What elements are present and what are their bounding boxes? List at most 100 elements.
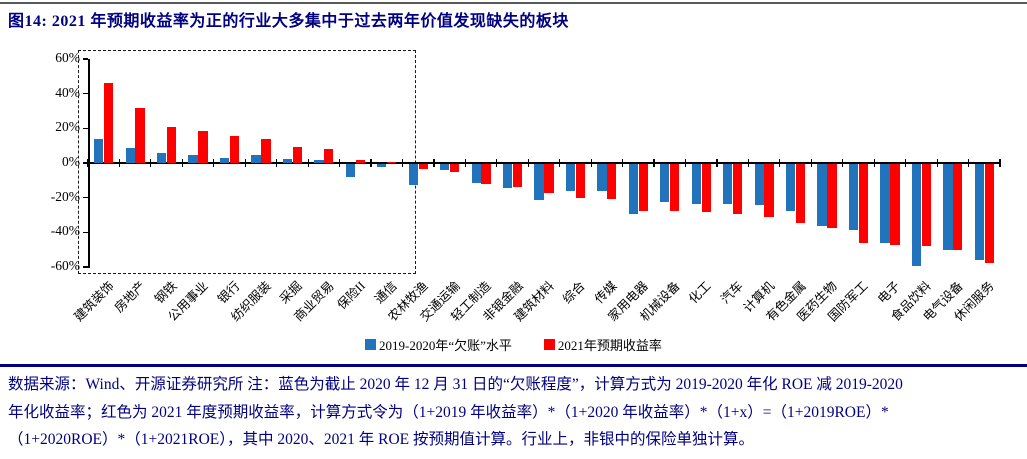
bar-red — [135, 107, 145, 163]
x-category-label: 化工 — [686, 278, 714, 307]
bar-red — [984, 163, 994, 263]
category-tick — [213, 159, 215, 167]
bar-blue — [817, 163, 827, 227]
category-tick — [276, 159, 278, 167]
bar-blue — [565, 163, 576, 192]
category-tick — [999, 159, 1001, 167]
bar-blue — [408, 163, 418, 186]
y-tick — [83, 127, 88, 130]
category-tick — [905, 159, 907, 167]
bar-blue — [534, 163, 544, 201]
bar-red — [418, 163, 428, 169]
y-tick-label: 20% — [55, 119, 80, 135]
bar-blue — [943, 163, 953, 251]
legend-item: 2021年预期收益率 — [543, 335, 662, 354]
footnote-line: （1+2020ROE）*（1+2021ROE），其中 2020、2021 年 R… — [8, 431, 754, 448]
category-tick — [307, 159, 309, 167]
footnote: 数据来源：Wind、开源证券研究所 注：蓝色为截止 2020 年 12 月 31… — [8, 371, 1021, 454]
bar-red — [858, 163, 869, 244]
y-tick — [83, 92, 88, 95]
category-tick — [559, 159, 561, 167]
bar-red — [607, 163, 617, 200]
bar-red — [544, 163, 554, 194]
category-tick — [936, 159, 938, 167]
category-tick — [684, 159, 687, 167]
bar-red — [292, 147, 302, 163]
category-tick — [810, 159, 812, 167]
highlight-dashed-box — [78, 50, 417, 274]
bar-red — [229, 136, 240, 163]
bar-blue — [597, 163, 607, 191]
bar-blue — [157, 152, 167, 163]
x-axis-line — [88, 162, 1000, 164]
bar-blue — [314, 159, 324, 163]
bar-blue — [911, 163, 922, 267]
bar-red — [638, 163, 648, 211]
category-tick — [401, 159, 404, 167]
y-tick — [83, 266, 88, 268]
bar-red — [387, 162, 397, 163]
legend-swatch — [543, 339, 555, 350]
y-tick — [83, 196, 88, 199]
legend-item: 2019-2020年“欠账”水平 — [365, 335, 512, 354]
bar-red — [670, 163, 680, 211]
figure-title: 图14: 2021 年预期收益率为正的行业大多集中于过去两年价值发现缺失的板块 — [8, 13, 569, 30]
footnote-line: 年化收益率；红色为 2021 年度预期收益率，计算方式令为（1+2019 年收益… — [8, 403, 889, 421]
category-tick — [967, 159, 970, 167]
category-tick — [527, 159, 529, 167]
bar-red — [732, 163, 743, 215]
bar-blue — [125, 148, 135, 163]
category-tick — [622, 159, 624, 167]
y-tick — [83, 58, 88, 60]
top-rule — [0, 2, 1027, 4]
x-category-label: 综合 — [560, 278, 589, 307]
y-tick-label: -40% — [50, 223, 80, 239]
bar-red — [953, 163, 963, 251]
bar-red — [104, 83, 114, 163]
y-tick-label: 0% — [62, 154, 80, 169]
bar-red — [890, 163, 900, 246]
category-tick — [464, 159, 466, 167]
bar-red — [921, 163, 931, 247]
bar-blue — [691, 163, 701, 204]
bar-blue — [440, 163, 450, 170]
category-tick — [244, 159, 246, 167]
bar-blue — [219, 157, 230, 163]
legend-label: 2021年预期收益率 — [557, 338, 662, 353]
y-tick-label: -60% — [50, 258, 80, 273]
category-tick — [590, 159, 592, 167]
y-tick — [83, 162, 88, 164]
bar-red — [795, 163, 806, 223]
bar-blue — [377, 163, 387, 168]
legend: 2019-2020年“欠账”水平 2021年预期收益率 — [0, 335, 1027, 354]
y-tick-label: 40% — [55, 84, 80, 100]
bar-blue — [345, 163, 355, 177]
x-category-label: 保险II — [334, 278, 369, 313]
category-tick — [150, 159, 152, 167]
bar-blue — [754, 163, 764, 206]
bar-red — [449, 163, 460, 172]
category-tick — [873, 159, 875, 167]
legend-swatch — [365, 339, 377, 350]
category-tick — [118, 159, 121, 167]
bar-red — [324, 149, 334, 163]
bar-blue — [282, 158, 293, 163]
bar-blue — [471, 163, 481, 183]
bar-red — [575, 163, 586, 198]
category-tick — [653, 159, 655, 167]
category-tick — [87, 159, 89, 167]
bar-red — [764, 163, 774, 218]
x-category-label: 房地产 — [111, 278, 148, 316]
bar-blue — [94, 138, 104, 163]
bar-red — [355, 160, 365, 163]
category-tick — [370, 159, 372, 167]
bar-red — [198, 130, 208, 163]
footnote-rule — [0, 364, 1027, 367]
bar-blue — [785, 163, 796, 212]
category-tick — [433, 159, 435, 167]
bar-blue — [974, 163, 984, 260]
bar-blue — [628, 163, 639, 215]
footnote-line: 数据来源：Wind、开源证券研究所 注：蓝色为截止 2020 年 12 月 31… — [8, 376, 903, 393]
bar-blue — [848, 163, 859, 230]
